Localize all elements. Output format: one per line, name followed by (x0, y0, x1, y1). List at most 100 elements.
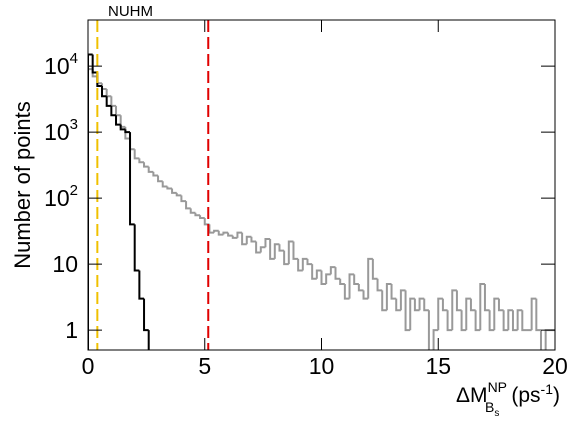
histogram-bin (161, 181, 168, 188)
histogram-bin (138, 158, 145, 164)
histogram-bin (278, 244, 285, 252)
histogram-bin (502, 310, 509, 332)
histogram-bin (194, 212, 201, 217)
histogram-bin (432, 329, 439, 350)
histogram-bin (483, 284, 490, 312)
histogram-bin (390, 284, 397, 300)
histogram-bin (521, 310, 527, 332)
histogram-bin (255, 241, 261, 254)
histogram-bin (488, 310, 495, 332)
x-label-unit-sup: -1 (541, 381, 554, 397)
histogram-bin (171, 188, 177, 194)
histogram-bin (119, 124, 126, 131)
histogram-bin (465, 297, 471, 331)
histogram-bin (115, 105, 121, 117)
histogram-bin (143, 162, 149, 168)
y-tick-base: 10 (44, 53, 70, 79)
y-tick-label: 104 (44, 50, 78, 79)
histogram-bin (236, 231, 243, 238)
histogram-bin (166, 186, 173, 190)
histogram-bin (325, 273, 331, 284)
histogram-bin (315, 269, 322, 279)
histogram-bin (320, 270, 327, 285)
y-tick-exp: 3 (70, 116, 78, 133)
histogram-bin (311, 264, 317, 280)
histogram-bin (544, 329, 551, 350)
histogram-bin (427, 310, 430, 350)
histogram-bin (105, 89, 112, 98)
histogram-bin (105, 96, 112, 107)
histogram-bin (367, 257, 373, 299)
histogram-bin (88, 53, 93, 350)
x-label-sup: NP (488, 379, 507, 395)
x-tick-label: 10 (309, 353, 335, 379)
histogram-bin (147, 330, 150, 350)
histogram-bin (273, 243, 280, 259)
histogram-bin (110, 105, 117, 117)
histogram-bin (241, 232, 247, 246)
histogram-bin (292, 241, 299, 260)
histogram-bin (399, 289, 406, 311)
histogram-bin (138, 270, 145, 300)
histogram-bin (441, 298, 448, 312)
histogram-bin (362, 290, 369, 300)
histogram-bin (306, 258, 313, 266)
histogram-bin (385, 283, 392, 311)
histogram-bin (213, 229, 219, 233)
histogram-bin (507, 309, 513, 331)
histogram-bin (446, 310, 453, 332)
histogram-bin (493, 297, 499, 331)
histogram-bin (110, 96, 117, 107)
histogram-bin (497, 298, 504, 312)
chart-title: NUHM (108, 3, 153, 20)
histogram-bin (245, 235, 252, 245)
histogram-bin (357, 284, 364, 292)
histogram-bin (115, 115, 121, 126)
y-tick-base: 10 (44, 119, 70, 145)
y-tick-label: 1 (65, 317, 78, 343)
histogram-bin (348, 273, 355, 299)
histogram-bin (418, 297, 425, 311)
histogram-bin (175, 192, 182, 197)
x-axis-label: ΔMNP Bs (ps-1) (456, 379, 560, 419)
histogram-bin (343, 284, 350, 300)
x-tick-label: 0 (82, 353, 95, 379)
histogram-bin (479, 283, 485, 331)
histogram-bin (287, 240, 294, 265)
y-tick-exp: 4 (70, 50, 78, 67)
y-tick-base: 10 (44, 185, 70, 211)
histogram-bin (539, 330, 542, 350)
x-label-subsub: s (494, 408, 499, 419)
histogram-bin (231, 235, 238, 239)
histogram-bin (353, 274, 359, 285)
histogram-bin (133, 224, 140, 272)
x-label-main: ΔM (456, 384, 488, 407)
histogram-bin (455, 290, 462, 312)
histogram-bin (413, 298, 420, 312)
histogram-bin (395, 298, 401, 312)
histogram-bin (530, 297, 537, 331)
histogram-bin (208, 224, 215, 234)
histogram-bin (409, 297, 415, 331)
histogram-bin (460, 310, 467, 332)
histogram-bin (199, 215, 205, 219)
histogram-bin (91, 54, 98, 74)
histogram-bin (437, 297, 443, 331)
histogram-bin (283, 250, 289, 266)
x-tick-label: 5 (198, 353, 211, 379)
histogram-bin (404, 290, 411, 332)
histogram-bin (269, 239, 275, 260)
x-label-unit: (ps (511, 384, 540, 407)
histogram-bin (227, 232, 233, 237)
histogram-bin (157, 175, 163, 183)
histogram-bin (474, 310, 481, 332)
histogram-bin (259, 246, 266, 253)
plot-area (88, 20, 555, 350)
histogram-bin (124, 129, 131, 134)
histogram-bin (250, 236, 257, 243)
x-tick-label: 15 (425, 353, 451, 379)
histogram-bin (339, 278, 345, 285)
histogram-bin (381, 290, 387, 312)
histogram-bin (129, 132, 135, 226)
